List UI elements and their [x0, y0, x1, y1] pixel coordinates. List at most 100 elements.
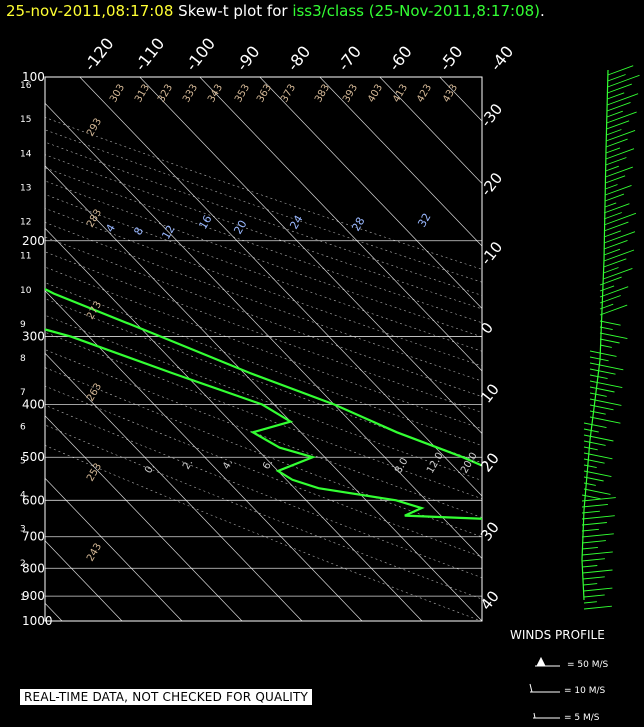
potential-temperature-label: 433 — [441, 82, 460, 104]
wind-barb — [603, 239, 628, 250]
wind-legend-glyph-5 — [533, 712, 560, 719]
pressure-tick-label: 700 — [22, 530, 45, 544]
wind-barb — [605, 148, 635, 160]
isotherm-line — [259, 77, 482, 310]
height-tick-label: 16 — [20, 81, 32, 91]
height-tick-label: 13 — [20, 183, 31, 193]
dry-adiabat-line — [45, 117, 482, 270]
top-temperature-label: -40 — [486, 42, 517, 74]
pressure-tick-label: 100 — [22, 70, 45, 84]
isotherm-line — [79, 77, 482, 497]
top-temperature-label: -50 — [435, 42, 466, 74]
potential-temperature-label: 403 — [366, 82, 385, 104]
wind-profile — [529, 65, 640, 719]
wind-barb — [581, 528, 599, 532]
isotherm-line — [45, 477, 183, 621]
wind-barb — [603, 221, 629, 232]
dry-adiabat-line — [45, 349, 482, 518]
wind-barb — [589, 356, 609, 362]
wind-barb — [583, 434, 614, 442]
chart-title: 25-nov-2011,08:17:08 Skew-t plot for iss… — [6, 2, 545, 20]
wind-barb — [606, 101, 631, 112]
pressure-tick-label: 400 — [22, 398, 45, 412]
wind-barb — [589, 392, 607, 397]
isotherm-line — [45, 352, 303, 621]
mixing-ratio-label: 4 — [103, 222, 118, 235]
title-datetime: 25-nov-2011,08:17:08 — [6, 2, 174, 20]
potential-temperature-label: 333 — [181, 82, 200, 104]
mixing-ratio-label: 28 — [349, 215, 367, 234]
wind-barb — [599, 332, 628, 340]
mixing-ratio-label-lower: 2. — [181, 458, 195, 472]
isotherm-line — [319, 77, 482, 247]
label-layer: 1002003004005006007008009001000161514131… — [20, 34, 517, 628]
wind-barb — [583, 482, 596, 486]
plot-frame — [44, 76, 483, 622]
potential-temperature-label: 273 — [85, 299, 104, 321]
wind-barb — [582, 576, 605, 580]
isotherm-line — [199, 77, 482, 372]
pressure-tick-label: 800 — [22, 561, 45, 575]
wind-barb — [604, 202, 617, 208]
wind-barb — [581, 540, 606, 544]
wind-barb — [604, 193, 625, 202]
wind-barb — [589, 368, 616, 375]
dry-adiabat-line — [45, 314, 482, 481]
height-tick-label: 10 — [20, 286, 32, 296]
dry-adiabat-line — [45, 298, 482, 464]
wind-barb — [606, 93, 639, 106]
wind-barb — [582, 565, 598, 568]
wind-barb — [607, 65, 634, 76]
dry-adiabat-line — [45, 266, 482, 430]
right-temperature-label: -20 — [477, 169, 506, 199]
mixing-ratio-label-lower: 8.0 — [393, 456, 410, 475]
wind-barb — [603, 203, 630, 214]
dry-adiabat-line — [45, 367, 482, 538]
wind-barb — [605, 129, 636, 142]
wind-barb — [603, 267, 619, 274]
temperature-trace — [45, 287, 482, 467]
isotherm-line — [560, 77, 644, 621]
wind-barb — [582, 558, 605, 562]
wind-barb — [599, 295, 621, 304]
wind-barb — [599, 285, 615, 292]
potential-temperature-label: 353 — [233, 82, 252, 104]
wind-barb — [599, 304, 628, 316]
wind-legend-50: = 50 M/S — [567, 660, 609, 670]
title-label: Skew-t plot for — [178, 2, 288, 20]
wind-barb — [603, 230, 622, 238]
potential-temperature-label: 423 — [415, 82, 434, 104]
height-tick-label: 14 — [20, 149, 32, 159]
wind-barb — [583, 605, 612, 610]
wind-barb — [605, 184, 632, 196]
mixing-ratio-label-lower: 0. — [143, 462, 157, 476]
height-tick-label: 15 — [20, 115, 31, 125]
wind-barb — [605, 175, 626, 184]
wind-barb — [599, 320, 621, 326]
height-tick-label: 11 — [20, 252, 31, 262]
wind-barb — [606, 120, 630, 130]
isotherm-line — [439, 77, 482, 122]
isotherm-line — [45, 102, 482, 560]
right-temperature-label: 20 — [477, 449, 503, 475]
wind-barb — [583, 422, 607, 429]
dry-adiabat-line — [45, 331, 482, 500]
wind-barb — [583, 583, 598, 586]
pressure-tick-label: 200 — [22, 234, 45, 248]
wind-barb — [581, 551, 613, 556]
wind-barb — [605, 166, 633, 178]
wind-barb — [589, 410, 606, 415]
wind-barb — [599, 344, 612, 348]
isotherm-line — [45, 165, 482, 621]
wind-barb — [581, 503, 608, 508]
height-tick-label: 6 — [20, 422, 26, 432]
pressure-tick-label: 1000 — [22, 614, 53, 628]
wind-barb — [605, 157, 627, 166]
wind-barb — [603, 212, 637, 226]
wind-staff — [581, 69, 609, 601]
quality-notice: REAL-TIME DATA, NOT CHECKED FOR QUALITY — [20, 689, 313, 705]
wind-barb — [581, 510, 600, 514]
pressure-tick-label: 600 — [22, 493, 45, 507]
wind-barb — [603, 267, 633, 280]
